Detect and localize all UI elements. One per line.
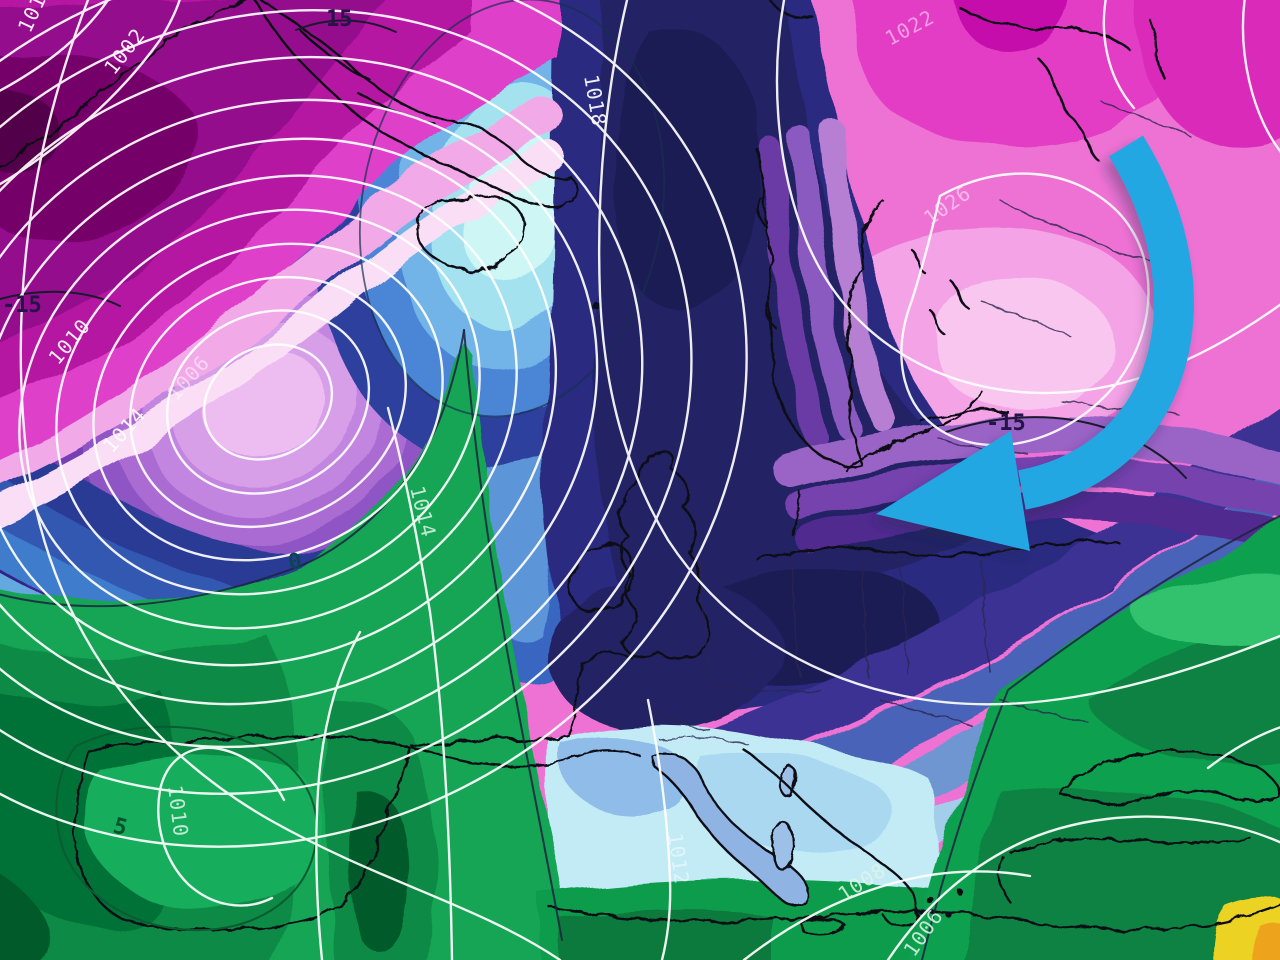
mediterranean-france-coast xyxy=(408,744,642,768)
black-sea-coast xyxy=(1056,749,1280,805)
isobar-1014-south xyxy=(386,406,454,960)
isobar-1006 xyxy=(886,815,1280,960)
arctic-russia-coast xyxy=(958,6,1132,52)
brittany xyxy=(580,651,632,666)
cold-air-arrow xyxy=(876,135,1194,551)
adriatic-balkan-coast xyxy=(740,746,906,884)
faroe-islands xyxy=(591,301,601,311)
arrow-body xyxy=(1017,135,1194,510)
isobar-1018 xyxy=(597,0,1280,706)
temperature-label: -15 xyxy=(986,411,1026,436)
arrow-head xyxy=(876,431,1030,551)
iberia-coast xyxy=(74,735,410,931)
norway-coast xyxy=(754,146,864,469)
sardinia xyxy=(770,820,796,872)
gulf-of-bothnia xyxy=(846,200,886,466)
five-line-iberia xyxy=(55,725,318,932)
temperature-label: -15 xyxy=(2,293,42,318)
temperature-label: 5 xyxy=(110,814,129,842)
greenland-shore-bands xyxy=(0,99,565,524)
temperature-label: 15 xyxy=(326,7,353,32)
baltic-coast xyxy=(844,390,984,472)
greenland-east-coast xyxy=(253,0,577,207)
coastlines xyxy=(0,0,1280,937)
greenland-west-coast xyxy=(0,0,248,170)
minus15-line-top xyxy=(295,19,397,33)
isobar-outer-arc xyxy=(19,0,562,960)
biscay-coast xyxy=(408,664,584,746)
minus15-line-right xyxy=(945,416,1187,479)
great-britain-coast xyxy=(618,449,709,660)
turkey-coast xyxy=(1008,836,1252,854)
denmark xyxy=(790,488,801,536)
isobar-1010-loop xyxy=(157,746,286,907)
gulf-of-finland xyxy=(918,409,1010,422)
white-sea xyxy=(1038,58,1100,162)
north-european-coast xyxy=(756,540,1122,562)
sicily xyxy=(798,917,848,937)
isobar-1012-med xyxy=(646,698,672,960)
isobar-1026-loop xyxy=(900,172,1150,447)
isobar-rings-atlantic-low xyxy=(0,0,748,848)
greece-coast xyxy=(882,880,918,928)
north-africa-coast xyxy=(546,902,1280,932)
isobar-1008 xyxy=(742,870,1032,960)
temperature-label: 0 xyxy=(286,549,304,576)
italy-coast xyxy=(650,752,811,908)
zero-line-west xyxy=(0,329,465,608)
iceland-coast xyxy=(415,195,528,271)
minus15-line-left xyxy=(0,290,121,307)
